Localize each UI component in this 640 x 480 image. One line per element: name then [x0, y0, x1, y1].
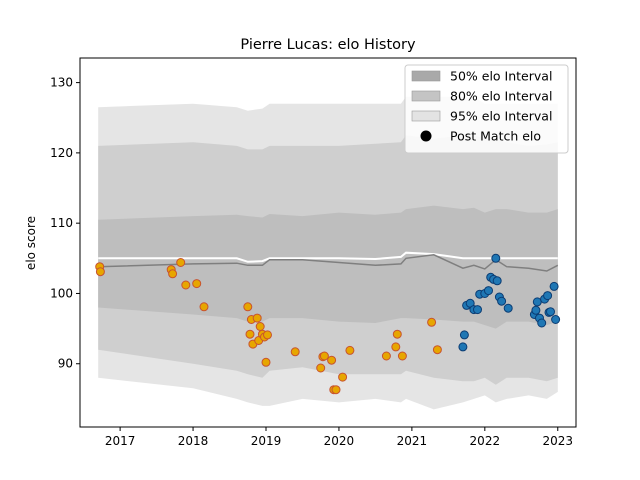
post-match-elo-point	[331, 385, 341, 395]
x-tick-label: 2023	[542, 434, 573, 448]
post-match-elo-point	[199, 302, 209, 312]
data-points	[95, 253, 561, 395]
band-50-interval	[98, 205, 558, 329]
post-match-elo-point	[543, 291, 553, 301]
post-match-elo-point	[181, 280, 191, 290]
legend-box	[404, 64, 569, 154]
y-tick-label: 130	[50, 76, 73, 90]
post-match-elo-point	[252, 313, 262, 323]
post-match-elo-point	[397, 351, 407, 361]
post-match-elo-point	[316, 363, 326, 373]
x-tick-label: 2017	[105, 434, 136, 448]
post-match-elo-point	[176, 258, 186, 267]
interval-bands	[98, 96, 559, 410]
post-match-elo-point	[492, 276, 502, 286]
post-match-elo-point	[427, 317, 437, 327]
post-match-elo-point	[497, 296, 507, 306]
post-match-elo-point	[345, 345, 355, 355]
post-match-elo-point	[459, 330, 469, 340]
post-match-elo-point	[263, 330, 272, 340]
post-match-elo-point	[245, 329, 255, 339]
post-match-elo-point	[537, 318, 547, 328]
x-axis: 2017 2018 2019 2020 2021 2022 2023	[105, 427, 573, 448]
post-match-elo-point	[192, 279, 202, 289]
legend-swatch	[411, 90, 441, 102]
post-match-elo-point	[531, 305, 541, 315]
y-tick-label: 100	[50, 286, 73, 300]
post-match-elo-point	[290, 347, 300, 357]
post-match-elo-point	[243, 302, 253, 312]
y-tick-label: 90	[58, 357, 73, 371]
post-match-elo-point	[549, 281, 559, 291]
post-match-elo-point	[381, 351, 391, 361]
legend-marker	[420, 130, 432, 142]
mean-elo-line	[98, 254, 559, 272]
x-tick-label: 2021	[397, 434, 428, 448]
y-axis-label: elo score	[24, 216, 38, 270]
post-match-elo-point	[458, 342, 468, 352]
post-match-elo-point	[327, 355, 337, 365]
upper-elo-line	[98, 251, 558, 263]
post-match-elo-point	[255, 322, 265, 331]
legend-swatch	[411, 110, 441, 122]
post-match-elo-point	[392, 329, 402, 339]
post-match-elo-point	[261, 357, 271, 367]
post-match-elo-point	[551, 315, 561, 324]
legend-swatch	[411, 70, 441, 82]
post-match-elo-point	[319, 351, 329, 361]
legend-label: 50% elo Interval	[450, 69, 552, 84]
plot-frame	[79, 57, 577, 428]
legend: 50% elo Interval 80% elo Interval 95% elo …	[404, 64, 569, 154]
x-tick-label: 2018	[178, 434, 209, 448]
x-tick-label: 2022	[470, 434, 501, 448]
x-tick-label: 2019	[251, 434, 282, 448]
y-axis: 90 100 110 120 130	[50, 76, 80, 371]
post-match-elo-point	[503, 303, 513, 313]
x-tick-label: 2020	[324, 434, 355, 448]
post-match-elo-point	[484, 286, 493, 296]
post-match-elo-point	[95, 267, 105, 277]
legend-label: 95% elo Interval	[450, 109, 552, 124]
post-match-elo-point	[546, 307, 555, 317]
post-match-elo-point	[473, 305, 482, 315]
post-match-elo-point	[491, 253, 501, 263]
post-match-elo-point	[168, 269, 178, 279]
legend-label: 80% elo Interval	[450, 89, 552, 104]
y-tick-label: 120	[50, 146, 73, 160]
legend-label: Post Match elo	[450, 129, 541, 144]
y-tick-label: 110	[50, 216, 73, 230]
post-match-elo-point	[338, 372, 348, 382]
post-match-elo-point	[391, 342, 401, 352]
chart-title: Pierre Lucas: elo History	[240, 37, 416, 53]
post-match-elo-point	[432, 345, 442, 355]
